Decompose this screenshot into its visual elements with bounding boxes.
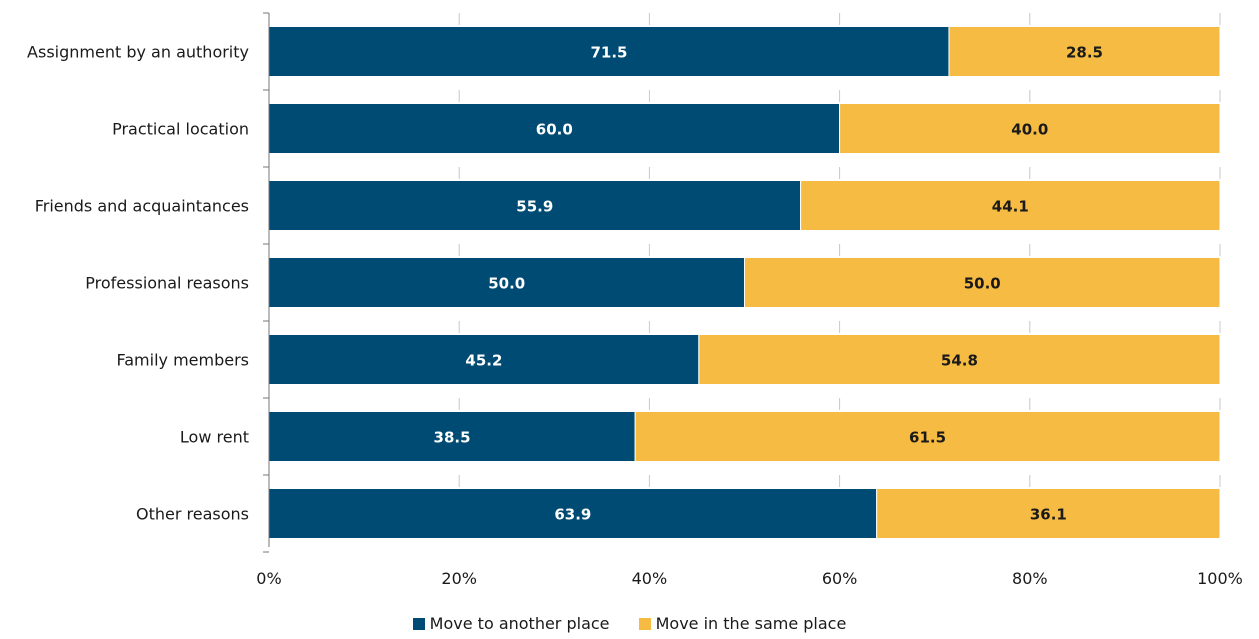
bar-segment-series-2 <box>744 257 1221 308</box>
bars <box>268 26 1221 539</box>
x-tick-label: 100% <box>1197 569 1243 588</box>
data-label: 50.0 <box>488 275 525 293</box>
data-label: 38.5 <box>434 429 471 447</box>
bar-segment-series-1 <box>268 334 700 385</box>
bar-segment-series-1 <box>268 488 878 539</box>
bar-segment-series-2 <box>698 334 1221 385</box>
data-label: 28.5 <box>1066 44 1103 62</box>
category-label: Other reasons <box>136 505 249 524</box>
legend-label-series-2: Move in the same place <box>655 614 847 633</box>
data-label: 55.9 <box>516 198 553 216</box>
data-label: 63.9 <box>554 506 591 524</box>
legend-label-series-1: Move to another place <box>429 614 610 633</box>
legend-item-series-2: Move in the same place <box>638 614 847 633</box>
data-label: 60.0 <box>536 121 573 139</box>
data-label: 44.1 <box>992 198 1029 216</box>
category-label: Friends and acquaintances <box>35 197 249 216</box>
legend-swatch-series-1 <box>412 617 425 630</box>
bar-segment-series-1 <box>268 180 802 231</box>
data-label: 71.5 <box>590 44 627 62</box>
data-label: 40.0 <box>1011 121 1048 139</box>
data-label: 45.2 <box>465 352 502 370</box>
category-label: Assignment by an authority <box>27 43 249 62</box>
category-label: Practical location <box>112 120 249 139</box>
data-label: 54.8 <box>941 352 978 370</box>
x-tick-label: 40% <box>632 569 668 588</box>
x-tick-label: 20% <box>441 569 477 588</box>
bar-segment-series-2 <box>876 488 1221 539</box>
x-tick-label: 0% <box>256 569 281 588</box>
data-label: 50.0 <box>964 275 1001 293</box>
legend-item-series-1: Move to another place <box>412 614 610 633</box>
x-tick-label: 80% <box>1012 569 1048 588</box>
legend: Move to another place Move in the same p… <box>0 614 1259 634</box>
legend-swatch-series-2 <box>638 617 651 630</box>
stacked-bar-chart: 0% 20% 40% 60% 80% 100% Assignment by an autho… <box>27 12 1243 589</box>
axes <box>263 12 270 553</box>
bar-segment-series-2 <box>948 26 1221 77</box>
bar-segment-series-1 <box>268 411 636 462</box>
bar-segment-series-2 <box>839 103 1221 154</box>
gridlines <box>458 13 1221 547</box>
bar-segment-series-1 <box>268 257 745 308</box>
category-label: Professional reasons <box>85 274 249 293</box>
category-label: Low rent <box>180 428 249 447</box>
bar-segment-series-2 <box>634 411 1221 462</box>
labels: 0% 20% 40% 60% 80% 100% Assignment by an autho… <box>27 43 1243 589</box>
data-label: 36.1 <box>1030 506 1067 524</box>
x-tick-label: 60% <box>822 569 858 588</box>
category-label: Family members <box>117 351 250 370</box>
bar-segment-series-2 <box>800 180 1221 231</box>
data-label: 61.5 <box>909 429 946 447</box>
